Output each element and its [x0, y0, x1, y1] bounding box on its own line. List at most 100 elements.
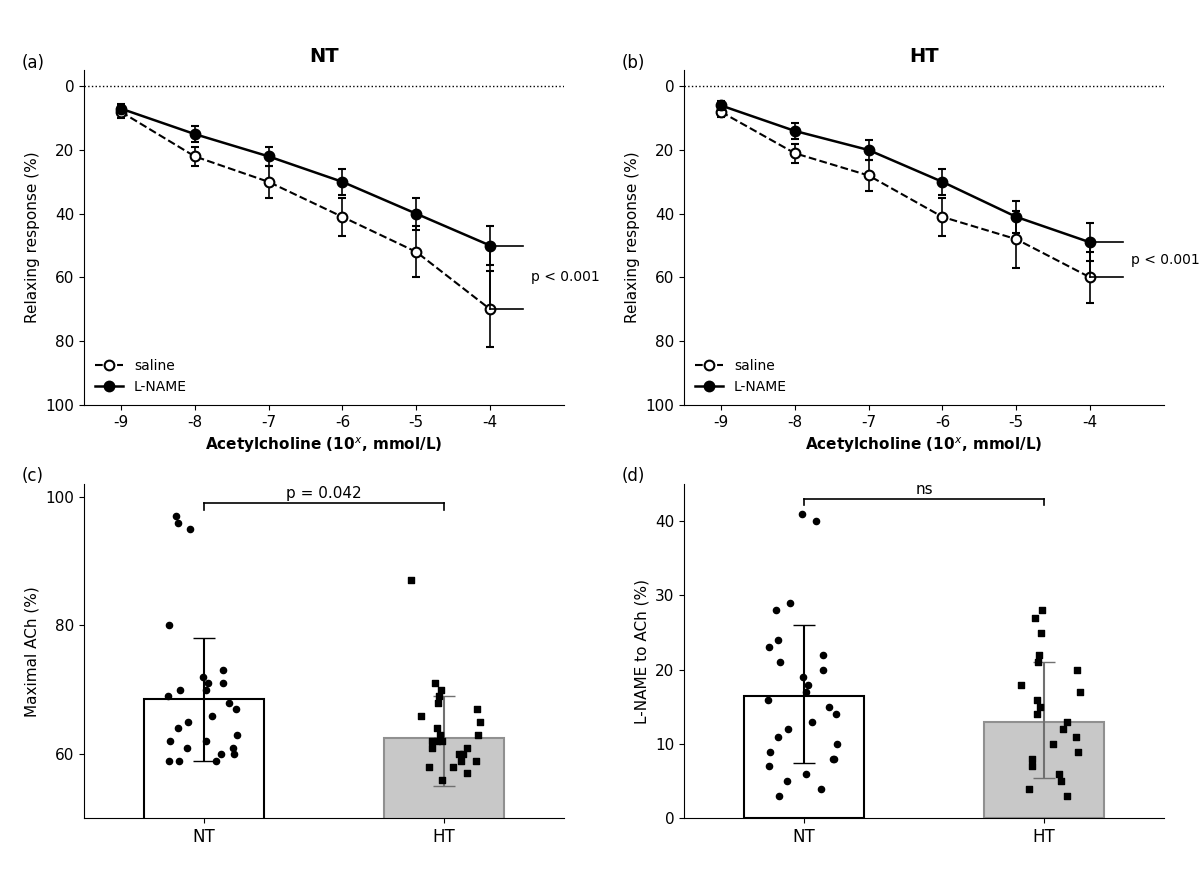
Point [1067, 730, 1086, 744]
Point [401, 574, 420, 588]
Point [760, 759, 779, 774]
Legend: saline, L-NAME: saline, L-NAME [691, 355, 791, 398]
Point [1058, 715, 1078, 729]
Text: p < 0.001: p < 0.001 [530, 270, 600, 284]
Title: NT: NT [310, 47, 338, 66]
Point [160, 619, 179, 633]
X-axis label: Acetylcholine (10$^x$, mmol/L): Acetylcholine (10$^x$, mmol/L) [805, 435, 1043, 455]
Point [432, 734, 451, 748]
Point [1069, 744, 1088, 759]
Point [823, 752, 842, 766]
Point [428, 689, 448, 703]
Point [769, 789, 788, 803]
X-axis label: Acetylcholine (10$^x$, mmol/L): Acetylcholine (10$^x$, mmol/L) [205, 435, 443, 455]
Point [168, 722, 187, 736]
Point [806, 514, 826, 528]
Bar [384, 738, 504, 880]
Text: p < 0.001: p < 0.001 [1130, 253, 1200, 267]
Point [1057, 789, 1076, 803]
Point [797, 766, 816, 781]
Y-axis label: Maximal ACh (%): Maximal ACh (%) [25, 586, 40, 716]
Text: (c): (c) [22, 467, 43, 485]
Point [427, 722, 446, 736]
Point [814, 648, 833, 662]
Text: (d): (d) [622, 467, 644, 485]
Point [1070, 685, 1090, 699]
Point [1054, 722, 1073, 737]
Point [1051, 774, 1070, 788]
Point [827, 737, 846, 752]
Point [1025, 611, 1044, 625]
Y-axis label: Relaxing response (%): Relaxing response (%) [25, 151, 40, 324]
Point [781, 596, 800, 610]
Point [422, 734, 442, 748]
Point [181, 522, 200, 536]
Point [202, 708, 221, 722]
Point [1049, 766, 1068, 781]
Point [223, 741, 242, 755]
Point [170, 683, 190, 697]
Point [468, 702, 487, 716]
Text: ns: ns [916, 481, 932, 496]
Point [457, 766, 476, 781]
Point [211, 747, 230, 761]
Point [467, 753, 486, 767]
Point [214, 664, 233, 678]
Point [158, 689, 178, 703]
Legend: saline, L-NAME: saline, L-NAME [91, 355, 191, 398]
Point [793, 671, 812, 685]
Point [827, 708, 846, 722]
Point [796, 685, 815, 699]
Point [422, 741, 442, 755]
Point [824, 752, 844, 766]
Point [770, 656, 790, 670]
Point [227, 728, 246, 742]
Point [451, 753, 470, 767]
Point [432, 773, 451, 787]
Point [1028, 648, 1048, 662]
Point [470, 715, 490, 729]
Point [220, 695, 239, 709]
Point [197, 734, 216, 748]
Point [1027, 693, 1046, 707]
Text: (a): (a) [22, 54, 44, 71]
Point [458, 741, 478, 755]
Point [454, 747, 473, 761]
Point [214, 677, 233, 691]
Point [178, 741, 197, 755]
Bar [144, 700, 264, 880]
Point [428, 695, 448, 709]
Point [1022, 752, 1042, 766]
Point [168, 516, 187, 530]
Point [1032, 604, 1051, 618]
Point [814, 663, 833, 677]
Point [1032, 626, 1051, 640]
Point [1022, 759, 1042, 774]
Point [179, 715, 198, 729]
Point [449, 747, 468, 761]
Point [1012, 678, 1031, 692]
Point [206, 753, 226, 767]
Bar [744, 696, 864, 818]
Point [798, 678, 817, 692]
Point [767, 604, 786, 618]
Point [427, 734, 446, 748]
Point [1031, 700, 1050, 714]
Y-axis label: L-NAME to ACh (%): L-NAME to ACh (%) [635, 579, 649, 723]
Text: p = 0.042: p = 0.042 [286, 487, 362, 502]
Point [443, 760, 462, 774]
Point [779, 722, 798, 737]
Y-axis label: Relaxing response (%): Relaxing response (%) [625, 151, 640, 324]
Title: HT: HT [910, 47, 938, 66]
Point [224, 747, 244, 761]
Point [469, 728, 488, 742]
Point [760, 641, 779, 655]
Point [196, 683, 215, 697]
Point [167, 510, 186, 524]
Point [431, 728, 450, 742]
Point [802, 715, 821, 729]
Point [778, 774, 797, 788]
Point [792, 507, 811, 521]
Point [768, 730, 787, 744]
Point [1043, 737, 1062, 752]
